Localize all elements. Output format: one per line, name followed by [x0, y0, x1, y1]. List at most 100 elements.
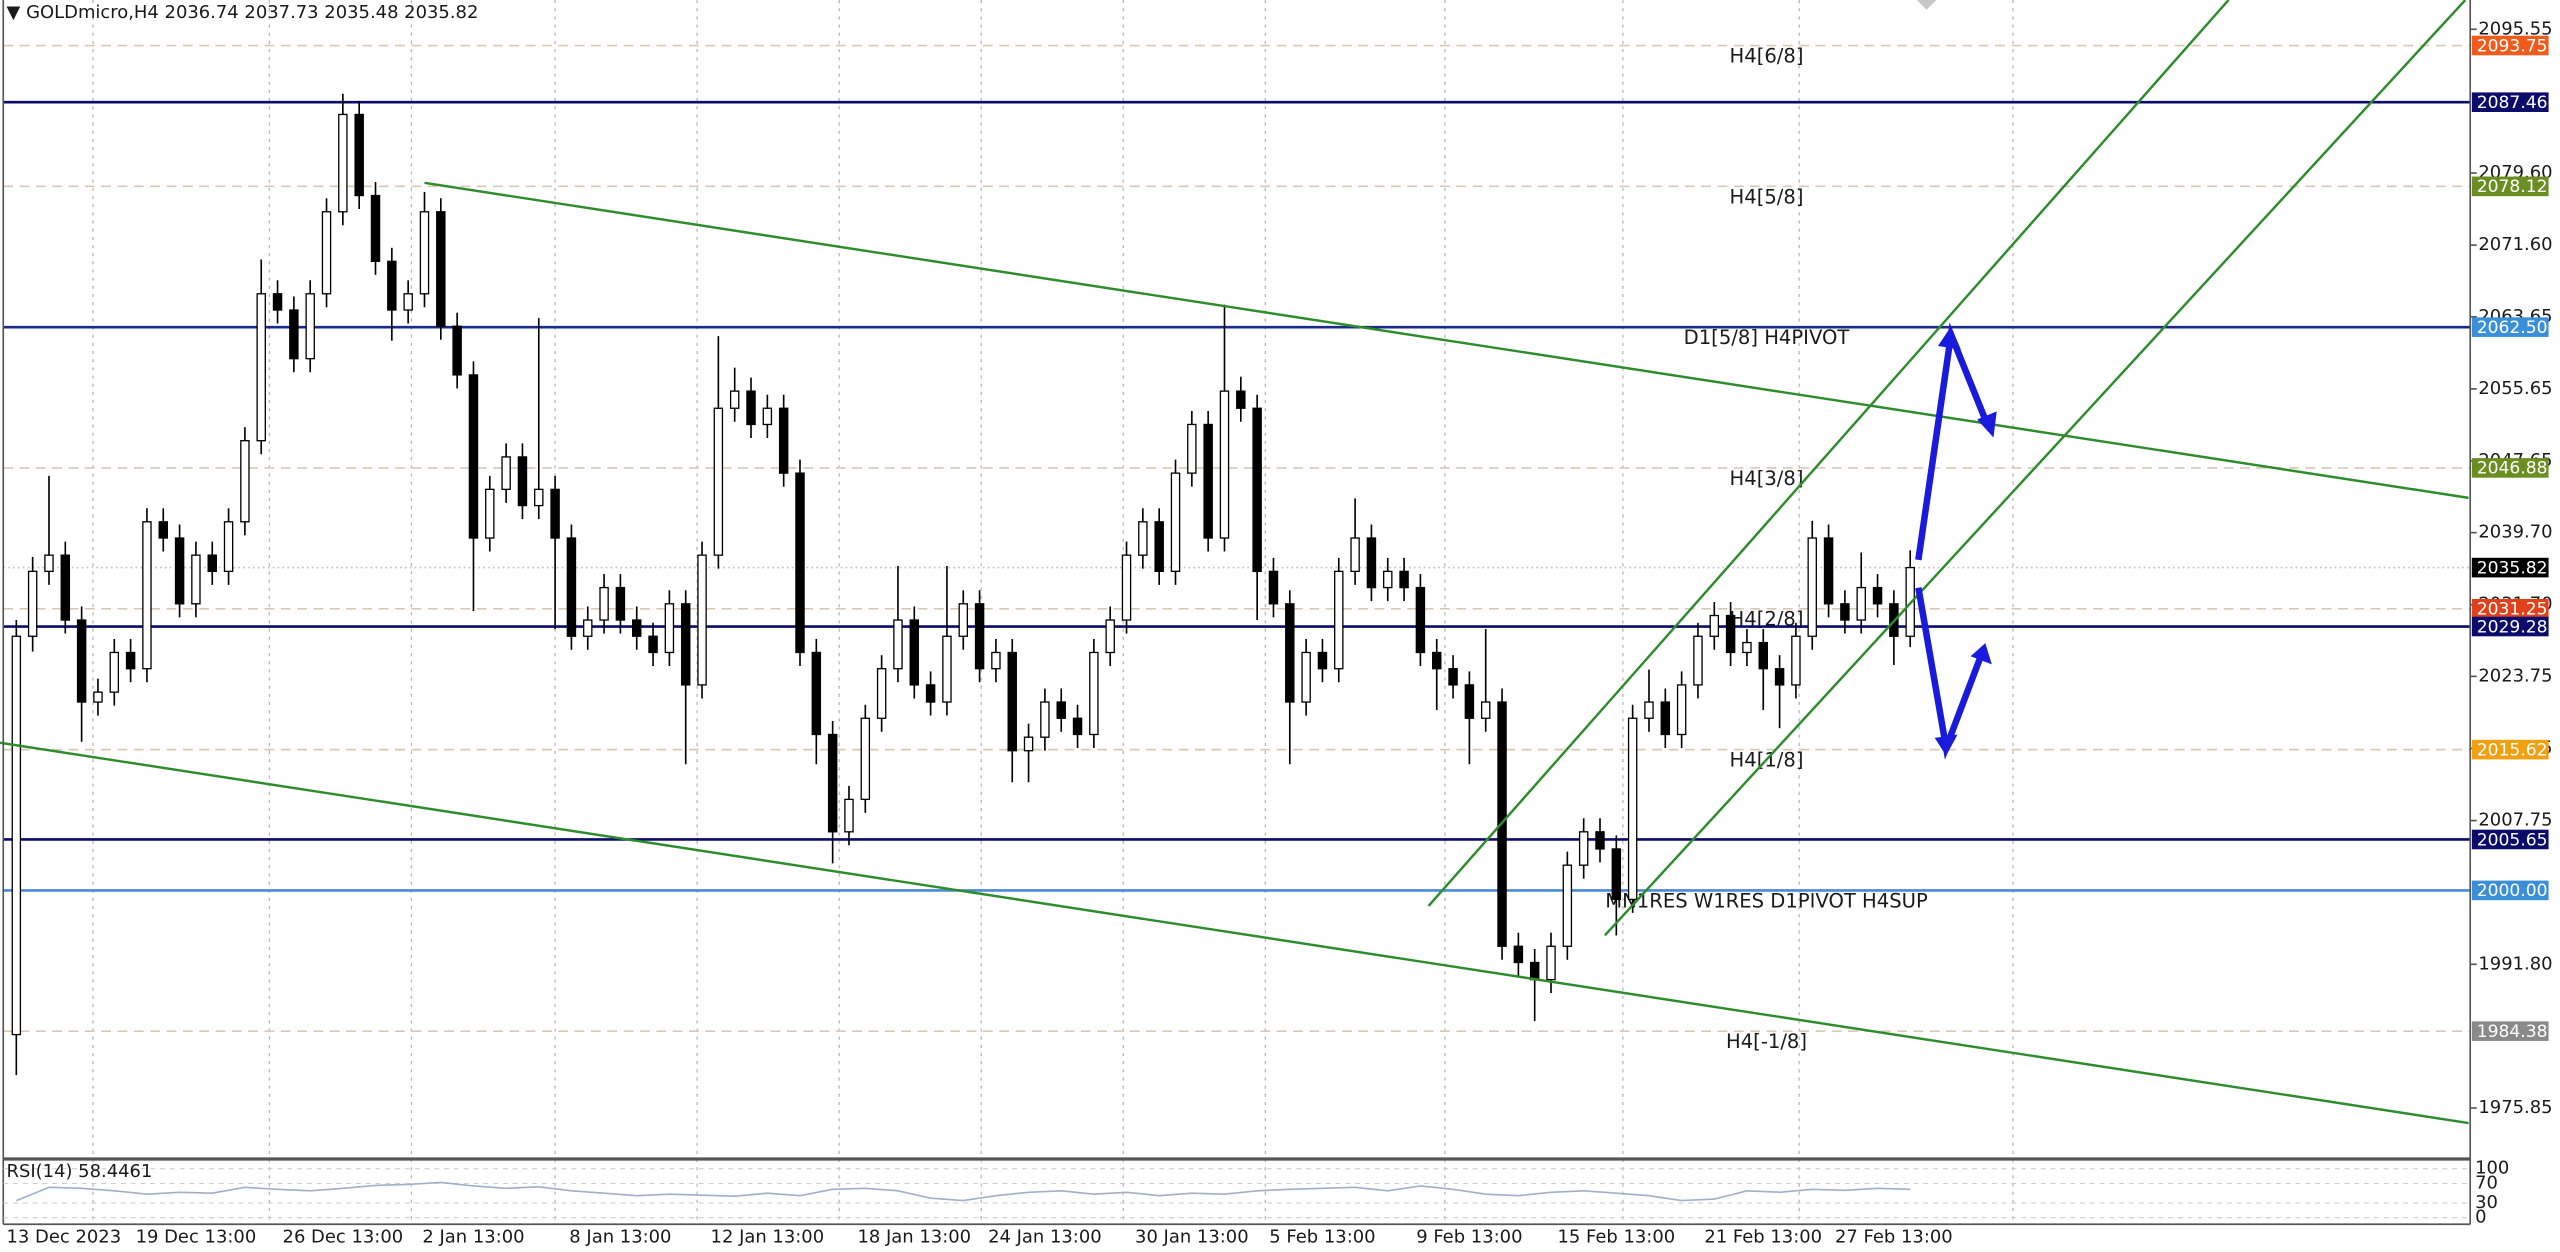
- price-tag: [2471, 35, 2549, 56]
- x-tick-label: 12 Jan 13:00: [711, 1226, 825, 1247]
- price-tag: [2471, 598, 2549, 619]
- candle-body: [1578, 831, 1589, 866]
- shift-marker: [1916, 0, 1937, 10]
- price-tag-text: 2093.75: [2477, 36, 2548, 56]
- candle-body: [468, 374, 479, 539]
- candle-body: [109, 651, 120, 693]
- candle-body: [1415, 586, 1426, 654]
- candle-body: [534, 488, 544, 507]
- x-tick-label: 13 Dec 2023: [7, 1226, 122, 1247]
- candle-body: [76, 619, 87, 703]
- y-tick-label: 1991.80: [2478, 953, 2552, 974]
- candle-body: [338, 113, 348, 213]
- x-tick-label: 5 Feb 13:00: [1269, 1226, 1375, 1247]
- candle-body: [1203, 423, 1213, 539]
- price-tag-text: 2046.88: [2477, 459, 2548, 479]
- price-tag: [2471, 317, 2549, 337]
- candle-body: [1268, 570, 1279, 605]
- candle-body: [1219, 390, 1230, 539]
- price-tag: [2471, 1021, 2549, 1041]
- x-tick-label: 21 Feb 13:00: [1704, 1226, 1822, 1247]
- candle-body: [1089, 651, 1099, 736]
- price-tag: [2471, 829, 2549, 850]
- candle-body: [1807, 537, 1817, 637]
- candle-body: [60, 554, 71, 621]
- x-tick-label: 15 Feb 13:00: [1557, 1226, 1675, 1247]
- candle-body: [321, 211, 332, 295]
- level-label: H4[2/8]: [1730, 608, 1804, 631]
- candle-body: [387, 260, 397, 311]
- candle-body: [1693, 635, 1703, 686]
- candle-body: [1399, 570, 1409, 589]
- candles: [11, 93, 1915, 1076]
- candle-body: [795, 472, 805, 654]
- candle-body: [1774, 668, 1785, 686]
- frame: [2, 0, 2472, 1226]
- candle-body: [93, 691, 103, 703]
- candle-body: [1138, 521, 1148, 556]
- y-tick-label: 2071.60: [2478, 234, 2552, 255]
- price-tag: [2471, 616, 2549, 637]
- candle-body: [1546, 945, 1556, 981]
- candle-body: [272, 293, 283, 311]
- candle-body: [1056, 701, 1066, 719]
- price-tag: [2471, 92, 2549, 112]
- trend-line: [1427, 0, 2230, 907]
- collapse-icon: ▼: [7, 2, 21, 23]
- candle-body: [550, 488, 560, 539]
- levels: H4[6/8] H4[5/8] D1[5/8] H4PIVOT H4[3/8] H4[2…: [3, 44, 2471, 1053]
- level-label: H4[5/8]: [1730, 185, 1804, 208]
- price-tag: [2471, 880, 2549, 901]
- rsi-tick-label: 0: [2475, 1207, 2486, 1228]
- candle-body: [942, 635, 952, 703]
- arrow-head: [1934, 734, 1958, 756]
- level-label: D1[5/8] H4PIVOT: [1684, 326, 1851, 349]
- candle-body: [1350, 537, 1360, 573]
- x-tick-label: 30 Jan 13:00: [1135, 1226, 1249, 1247]
- candle-body: [811, 651, 822, 736]
- x-tick-label: 26 Dec 13:00: [283, 1226, 404, 1247]
- candle-body: [1660, 701, 1671, 736]
- candle-body: [158, 521, 168, 539]
- candle-body: [223, 521, 234, 573]
- rsi-tick-label: 30: [2475, 1192, 2498, 1213]
- candle-body: [289, 309, 299, 360]
- candle-body: [354, 113, 364, 197]
- price-tag-text: 2000.00: [2477, 881, 2548, 901]
- candle-body: [419, 211, 430, 295]
- price-tag: [2471, 458, 2549, 478]
- candle-body: [876, 668, 887, 719]
- candle-body: [1334, 570, 1344, 670]
- x-tick-label: 8 Jan 13:00: [569, 1226, 671, 1247]
- candle-body: [1236, 390, 1246, 409]
- price-tag: [2471, 557, 2549, 578]
- candle-body: [1595, 831, 1605, 850]
- candle-body: [1823, 537, 1834, 605]
- candle-body: [1856, 586, 1866, 621]
- arrow-head: [1977, 411, 1997, 438]
- candle-body: [844, 798, 854, 833]
- candle-body: [1383, 570, 1393, 589]
- candle-body: [1725, 614, 1736, 654]
- x-tick-label: 27 Feb 13:00: [1835, 1226, 1953, 1247]
- candle-body: [1366, 537, 1377, 589]
- candle-body: [452, 325, 462, 376]
- candle-body: [125, 651, 136, 670]
- level-label: H4[-1/8]: [1726, 1030, 1807, 1053]
- candle-body: [403, 293, 413, 311]
- drawings: [0, 0, 2469, 1125]
- arrow-head: [1937, 326, 1961, 350]
- candle-body: [1513, 945, 1524, 964]
- candle-body: [191, 554, 201, 605]
- vertical-grid: [92, 0, 2014, 1225]
- rsi-title: RSI(14) 58.4461: [7, 1161, 153, 1182]
- candle-body: [1040, 701, 1050, 738]
- candle-body: [1072, 717, 1083, 736]
- candle-body: [1285, 603, 1295, 703]
- price-tag-text: 1984.38: [2477, 1022, 2548, 1042]
- candle-body: [1627, 717, 1638, 901]
- candle-body: [1105, 619, 1115, 654]
- candle-body: [1448, 668, 1458, 686]
